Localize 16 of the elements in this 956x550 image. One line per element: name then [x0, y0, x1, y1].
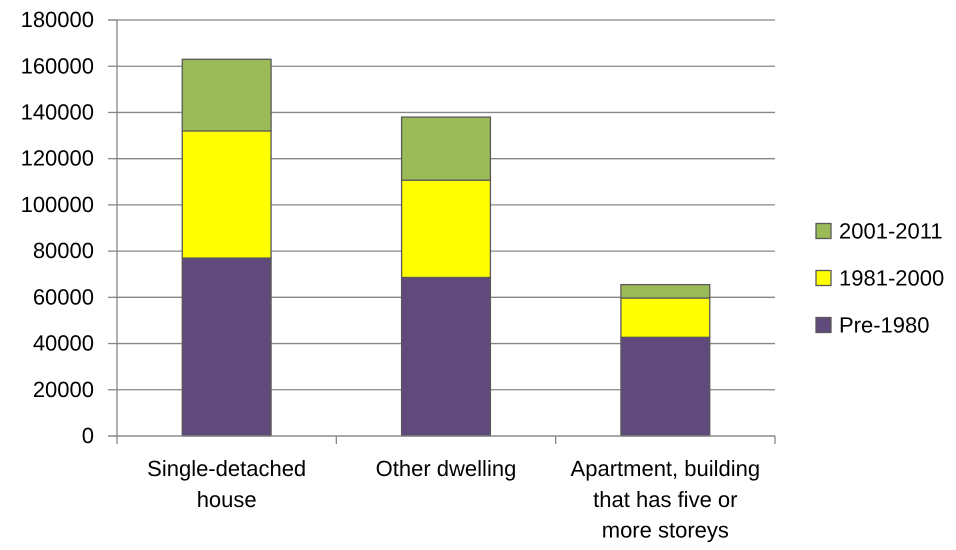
y-tick-label: 180000 — [20, 7, 94, 32]
y-tick-label: 120000 — [20, 146, 94, 171]
y-tick-label: 140000 — [20, 99, 94, 124]
y-tick-label: 40000 — [32, 330, 94, 356]
x-tick-label: Other dwelling — [376, 456, 516, 481]
y-tick-label: 60000 — [32, 284, 94, 310]
legend-label: 2001-2011 — [839, 218, 943, 244]
y-tick-label: 100000 — [20, 192, 94, 217]
legend-label: Pre-1980 — [839, 312, 930, 338]
x-tick-label: Apartment, building that has five or more storeys — [570, 456, 760, 543]
legend-label: 1981-2000 — [839, 266, 944, 291]
y-tick-label: 0 — [82, 423, 94, 448]
y-tick-label: 20000 — [32, 376, 94, 402]
y-tick-label: 160000 — [20, 53, 94, 78]
y-tick-label: 80000 — [32, 238, 94, 264]
x-tick-label: Single-detached house — [147, 456, 306, 512]
